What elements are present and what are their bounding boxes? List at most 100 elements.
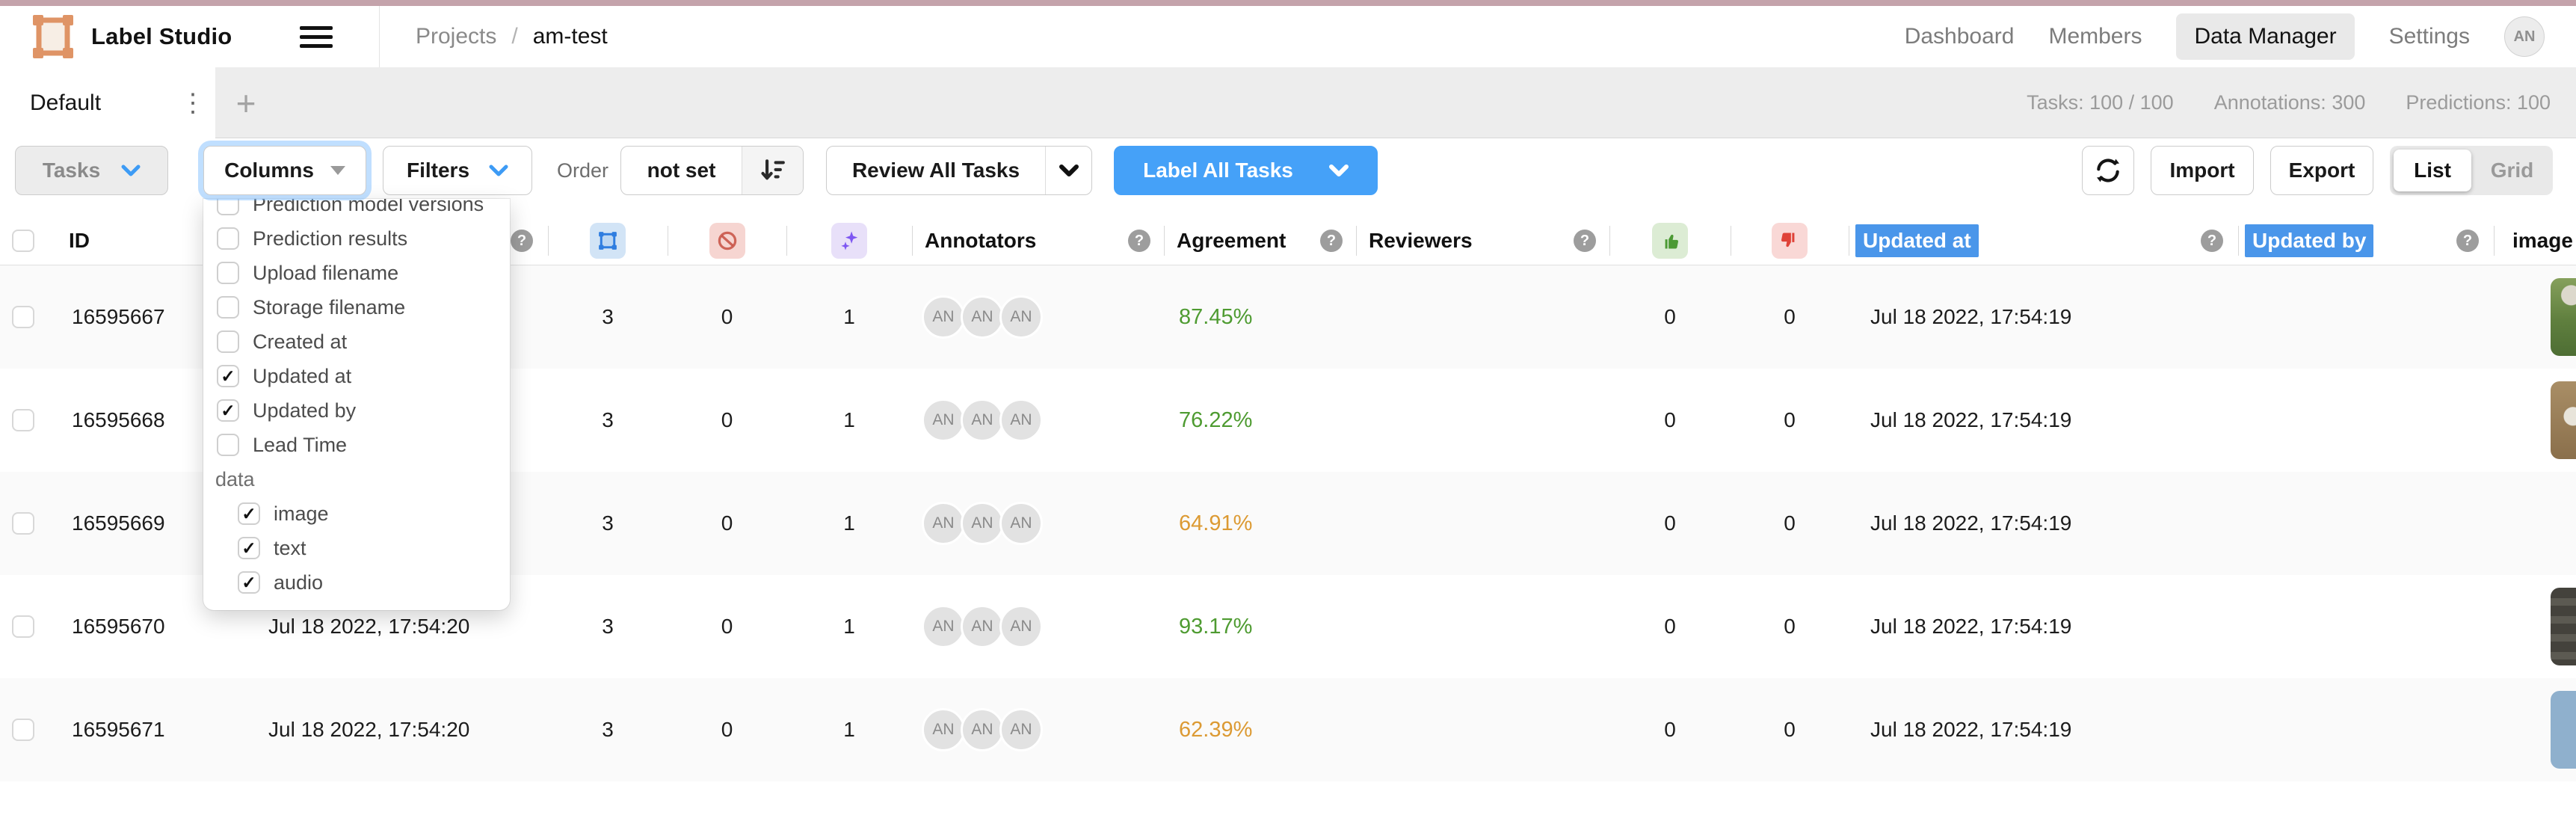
view-list-button[interactable]: List xyxy=(2394,150,2471,191)
tasks-dropdown-button[interactable]: Tasks xyxy=(15,146,168,195)
annotator-avatar[interactable]: AN xyxy=(961,605,1004,648)
annotator-avatar[interactable]: AN xyxy=(999,605,1043,648)
annotator-avatar[interactable]: AN xyxy=(961,295,1004,339)
user-avatar[interactable]: AN xyxy=(2504,16,2545,57)
header-approved-count[interactable] xyxy=(1609,217,1731,265)
column-option-audio[interactable]: audio xyxy=(203,565,510,600)
cell-rejected: 0 xyxy=(1784,511,1796,535)
column-option-updated-by[interactable]: Updated by xyxy=(203,393,510,428)
cell-annotators: AN AN AN xyxy=(912,708,1164,751)
header-cancelled-count[interactable] xyxy=(668,217,786,265)
checkbox[interactable] xyxy=(217,227,239,250)
annotator-avatar[interactable]: AN xyxy=(922,502,965,545)
annotator-avatar[interactable]: AN xyxy=(961,502,1004,545)
columns-dropdown-button[interactable]: Columns xyxy=(203,146,366,195)
select-all-checkbox[interactable] xyxy=(12,230,34,252)
cell-predictions: 1 xyxy=(843,408,855,431)
annotator-avatar[interactable]: AN xyxy=(922,399,965,442)
row-checkbox[interactable] xyxy=(12,306,34,328)
column-option-text[interactable]: text xyxy=(203,531,510,565)
checkbox[interactable] xyxy=(238,502,260,525)
header-annotations-count[interactable] xyxy=(548,217,668,265)
header-rejected-count[interactable] xyxy=(1731,217,1849,265)
task-image-thumbnail[interactable] xyxy=(2551,381,2576,459)
checkbox[interactable] xyxy=(217,365,239,387)
sort-order-icon[interactable] xyxy=(742,147,803,194)
header-predictions-count[interactable] xyxy=(786,217,912,265)
task-image-thumbnail[interactable] xyxy=(2551,278,2576,356)
review-dropdown-toggle[interactable] xyxy=(1045,147,1091,194)
column-option-lead-time[interactable]: Lead Time xyxy=(203,428,510,462)
nav-members[interactable]: Members xyxy=(2048,24,2142,49)
help-icon[interactable] xyxy=(2201,230,2223,252)
table-row[interactable]: 16595671 Jul 18 2022, 17:54:20 3 0 1 AN … xyxy=(0,678,2576,781)
nav-dashboard[interactable]: Dashboard xyxy=(1904,24,2015,49)
header-reviewers[interactable]: Reviewers xyxy=(1356,217,1609,265)
checkbox[interactable] xyxy=(238,537,260,559)
row-checkbox[interactable] xyxy=(12,409,34,431)
checkbox[interactable] xyxy=(217,262,239,284)
order-value-button[interactable]: not set xyxy=(620,146,804,195)
annotator-avatar[interactable]: AN xyxy=(999,399,1043,442)
import-button[interactable]: Import xyxy=(2151,146,2254,195)
row-checkbox[interactable] xyxy=(12,719,34,741)
annotator-avatar[interactable]: AN xyxy=(922,605,965,648)
export-button[interactable]: Export xyxy=(2270,146,2373,195)
filters-dropdown-button[interactable]: Filters xyxy=(383,146,532,195)
column-option-upload-filename[interactable]: Upload filename xyxy=(203,256,510,290)
checkbox[interactable] xyxy=(217,199,239,215)
help-icon[interactable] xyxy=(511,230,533,252)
checkbox[interactable] xyxy=(217,330,239,353)
cell-annotators: AN AN AN xyxy=(912,295,1164,339)
annotator-avatar[interactable]: AN xyxy=(922,295,965,339)
help-icon[interactable] xyxy=(2456,230,2479,252)
column-option-prediction-results[interactable]: Prediction results xyxy=(203,221,510,256)
column-option-storage-filename[interactable]: Storage filename xyxy=(203,290,510,325)
annotator-avatar[interactable]: AN xyxy=(999,295,1043,339)
tab-menu-kebab-icon[interactable] xyxy=(178,67,208,138)
checkbox[interactable] xyxy=(217,434,239,456)
annotator-avatar[interactable]: AN xyxy=(999,502,1043,545)
header-updated-at[interactable]: Updated at xyxy=(1849,217,2238,265)
table-row[interactable]: 16595668 3 0 1 AN AN AN 76.22% 0 0 Jul 1… xyxy=(0,369,2576,472)
header-image[interactable]: image xyxy=(2494,217,2576,265)
nav-data-manager[interactable]: Data Manager xyxy=(2176,13,2355,60)
add-tab-button[interactable] xyxy=(227,67,265,138)
chevron-down-icon xyxy=(489,164,508,176)
checkbox[interactable] xyxy=(217,296,239,319)
nav-settings[interactable]: Settings xyxy=(2388,24,2470,49)
annotator-avatar[interactable]: AN xyxy=(999,708,1043,751)
table-row[interactable]: 16595670 Jul 18 2022, 17:54:20 3 0 1 AN … xyxy=(0,575,2576,678)
header-updated-by[interactable]: Updated by xyxy=(2238,217,2494,265)
annotator-avatar[interactable]: AN xyxy=(961,708,1004,751)
help-icon[interactable] xyxy=(1128,230,1150,252)
header-annotators[interactable]: Annotators xyxy=(912,217,1164,265)
label-all-tasks-button[interactable]: Label All Tasks xyxy=(1114,146,1378,195)
column-option-prediction-model-versions[interactable]: Prediction model versions xyxy=(203,199,510,221)
cell-id: 16595669 xyxy=(72,511,165,535)
row-checkbox-cell xyxy=(0,719,46,741)
column-option-label: text xyxy=(274,536,306,559)
view-grid-button[interactable]: Grid xyxy=(2490,159,2534,182)
checkbox[interactable] xyxy=(217,399,239,422)
row-checkbox[interactable] xyxy=(12,615,34,638)
header-agreement[interactable]: Agreement xyxy=(1164,217,1356,265)
task-image-thumbnail[interactable] xyxy=(2551,588,2576,665)
cell-agreement: 87.45% xyxy=(1179,304,1253,329)
checkbox[interactable] xyxy=(238,571,260,594)
help-icon[interactable] xyxy=(1574,230,1596,252)
annotator-avatar[interactable]: AN xyxy=(922,708,965,751)
help-icon[interactable] xyxy=(1320,230,1343,252)
task-image-thumbnail[interactable] xyxy=(2551,691,2576,769)
hamburger-menu-icon[interactable] xyxy=(300,25,333,48)
header-id[interactable]: ID xyxy=(69,229,90,252)
annotator-avatar[interactable]: AN xyxy=(961,399,1004,442)
refresh-button[interactable] xyxy=(2082,146,2134,195)
row-checkbox[interactable] xyxy=(12,512,34,535)
column-option-updated-at[interactable]: Updated at xyxy=(203,359,510,393)
header-completed[interactable] xyxy=(209,217,548,265)
review-all-tasks-button[interactable]: Review All Tasks xyxy=(826,146,1092,195)
column-option-image[interactable]: image xyxy=(203,496,510,531)
breadcrumb-projects-link[interactable]: Projects xyxy=(416,24,497,49)
column-option-created-at[interactable]: Created at xyxy=(203,325,510,359)
